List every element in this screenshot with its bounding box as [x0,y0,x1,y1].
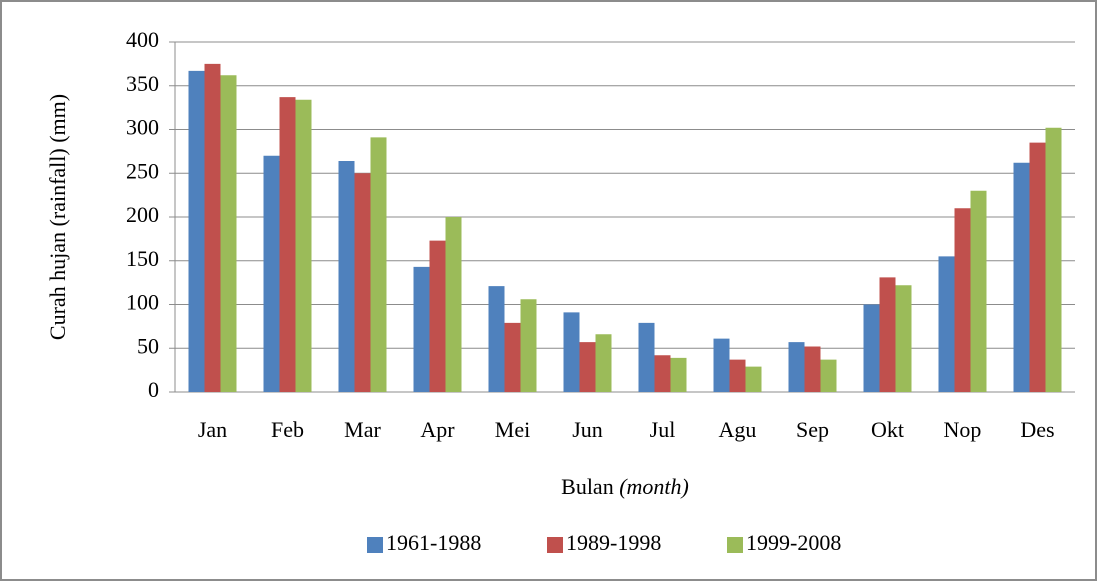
bar [520,299,537,392]
bar [370,137,387,392]
bar [1013,162,1030,392]
x-tick-label: Nop [944,417,982,442]
y-tick-label: 200 [126,202,159,227]
y-tick-label: 250 [126,158,159,183]
x-axis-label: Bulan (month) [561,474,689,499]
bar [895,285,912,392]
y-tick-label: 150 [126,246,159,271]
bar [863,304,880,392]
bar [595,334,612,392]
bar [445,217,462,392]
bar [879,277,896,392]
x-axis-label-italic: (month) [619,474,689,499]
legend-swatch [727,537,743,553]
bar [804,346,821,392]
bar [713,338,730,392]
legend-label: 1961-1988 [386,530,481,555]
x-tick-label: Feb [271,417,304,442]
bar [263,155,280,392]
x-tick-label: Okt [871,417,904,442]
x-tick-label: Mar [344,417,381,442]
y-tick-label: 0 [148,377,159,402]
bar [338,161,355,392]
y-tick-label: 100 [126,290,159,315]
bar [220,75,237,392]
legend-swatch [547,537,563,553]
x-tick-label: Jan [198,417,227,442]
bar [279,97,296,392]
y-tick-label: 350 [126,71,159,96]
bar [654,355,671,392]
legend-swatch [367,537,383,553]
bar [820,359,837,392]
bar [563,312,580,392]
bar [579,342,596,392]
y-tick-label: 50 [137,333,159,358]
bar [354,173,371,392]
x-tick-label: Mei [495,417,530,442]
bar [788,342,805,392]
bar [638,322,655,392]
bar [670,357,687,392]
bar [413,266,430,392]
y-axis-label: Curah hujan (rainfall) (mm) [45,94,70,340]
bar [954,208,971,392]
bar [504,322,521,392]
bar [1029,142,1046,392]
bar [188,70,205,392]
x-tick-label: Agu [719,417,757,442]
bar [488,286,505,392]
bar [429,240,446,392]
x-tick-label: Des [1020,417,1054,442]
bar [938,256,955,392]
legend-label: 1989-1998 [566,530,661,555]
bar [204,63,221,392]
y-tick-label: 400 [126,27,159,52]
x-tick-label: Apr [420,417,455,442]
bar [1045,127,1062,392]
bar [295,99,312,392]
bar [745,366,762,392]
x-tick-label: Sep [796,417,829,442]
legend-label: 1999-2008 [746,530,841,555]
x-axis-label-main: Bulan [561,474,614,499]
bar [970,190,987,392]
bar [729,359,746,392]
y-tick-label: 300 [126,115,159,140]
x-tick-label: Jun [572,417,603,442]
x-tick-label: Jul [650,417,676,442]
